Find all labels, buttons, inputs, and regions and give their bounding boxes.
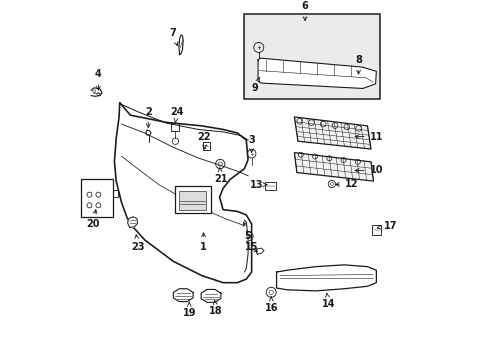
Text: 20: 20: [86, 210, 100, 229]
Text: 15: 15: [244, 242, 258, 252]
Text: 11: 11: [354, 131, 382, 141]
Text: 17: 17: [377, 221, 397, 231]
Text: 5: 5: [243, 222, 251, 241]
FancyBboxPatch shape: [178, 191, 206, 210]
Text: 23: 23: [131, 235, 144, 252]
Text: 8: 8: [354, 55, 361, 74]
Text: 19: 19: [182, 302, 196, 318]
Text: 21: 21: [214, 168, 227, 184]
FancyBboxPatch shape: [244, 14, 379, 99]
Text: 12: 12: [335, 179, 357, 189]
FancyBboxPatch shape: [264, 182, 275, 190]
Polygon shape: [173, 289, 193, 302]
Polygon shape: [294, 117, 370, 149]
Text: 18: 18: [209, 300, 223, 316]
Text: 6: 6: [301, 1, 308, 21]
Text: 16: 16: [264, 297, 277, 312]
Text: 2: 2: [144, 107, 151, 127]
FancyBboxPatch shape: [203, 142, 209, 150]
FancyBboxPatch shape: [171, 123, 179, 131]
Text: 4: 4: [95, 69, 102, 90]
FancyBboxPatch shape: [371, 225, 380, 235]
Text: 7: 7: [169, 28, 178, 46]
Polygon shape: [276, 265, 376, 291]
Text: 24: 24: [170, 107, 183, 122]
Polygon shape: [258, 58, 376, 89]
Text: 3: 3: [248, 135, 254, 152]
FancyBboxPatch shape: [81, 179, 113, 217]
Text: 10: 10: [354, 166, 382, 175]
Text: 1: 1: [200, 233, 206, 252]
Text: 9: 9: [251, 78, 259, 94]
Text: 13: 13: [250, 180, 266, 190]
Polygon shape: [294, 153, 373, 181]
Polygon shape: [201, 289, 221, 302]
Polygon shape: [127, 217, 137, 228]
FancyBboxPatch shape: [175, 186, 210, 213]
Text: 22: 22: [196, 131, 210, 149]
Text: 14: 14: [321, 293, 334, 309]
